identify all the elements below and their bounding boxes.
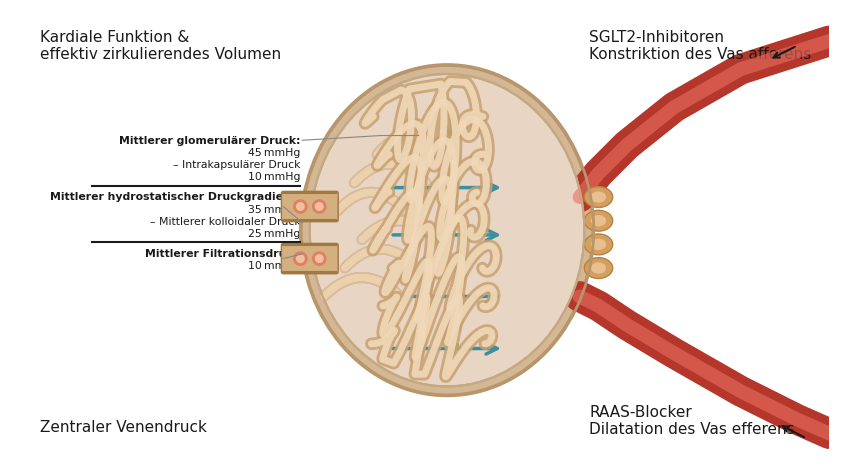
Circle shape	[312, 252, 326, 265]
Text: 10 mmHg: 10 mmHg	[247, 262, 300, 271]
Ellipse shape	[583, 258, 612, 278]
Text: – Intrakapsulärer Druck: – Intrakapsulärer Druck	[172, 160, 300, 170]
Ellipse shape	[590, 262, 606, 274]
Text: Mittlerer Filtrationsdruck: Mittlerer Filtrationsdruck	[145, 249, 300, 259]
Circle shape	[315, 255, 322, 262]
Ellipse shape	[583, 234, 612, 255]
Ellipse shape	[590, 239, 606, 250]
Circle shape	[296, 255, 304, 262]
Ellipse shape	[583, 210, 612, 231]
Circle shape	[296, 203, 304, 210]
Text: Zentraler Venendruck: Zentraler Venendruck	[40, 419, 206, 434]
Text: – Mittlerer kolloidaler Druck: – Mittlerer kolloidaler Druck	[149, 217, 300, 227]
Circle shape	[293, 252, 306, 265]
Ellipse shape	[583, 187, 612, 207]
Text: Mittlerer hydrostatischer Druckgradient:: Mittlerer hydrostatischer Druckgradient:	[49, 192, 300, 202]
Text: Dilatation des Vas efferens: Dilatation des Vas efferens	[589, 422, 794, 437]
Text: 25 mmHg: 25 mmHg	[247, 229, 300, 239]
Text: SGLT2-Inhibitoren: SGLT2-Inhibitoren	[589, 29, 723, 44]
Ellipse shape	[590, 215, 606, 226]
FancyBboxPatch shape	[281, 191, 338, 222]
Circle shape	[293, 200, 306, 213]
Ellipse shape	[301, 65, 592, 395]
Text: RAAS-Blocker: RAAS-Blocker	[589, 405, 691, 420]
Text: 45 mmHg: 45 mmHg	[247, 148, 300, 158]
Text: 35 mmHg: 35 mmHg	[247, 205, 300, 215]
Text: Konstriktion des Vas afferens: Konstriktion des Vas afferens	[589, 47, 810, 62]
FancyBboxPatch shape	[281, 243, 338, 274]
Text: Mittlerer glomerulärer Druck:: Mittlerer glomerulärer Druck:	[119, 135, 300, 146]
Text: Kardiale Funktion &: Kardiale Funktion &	[40, 29, 189, 44]
Circle shape	[315, 203, 322, 210]
Text: 10 mmHg: 10 mmHg	[247, 172, 300, 183]
Circle shape	[312, 200, 326, 213]
Ellipse shape	[310, 74, 583, 386]
Ellipse shape	[590, 191, 606, 203]
Text: effektiv zirkulierendes Volumen: effektiv zirkulierendes Volumen	[40, 47, 281, 62]
